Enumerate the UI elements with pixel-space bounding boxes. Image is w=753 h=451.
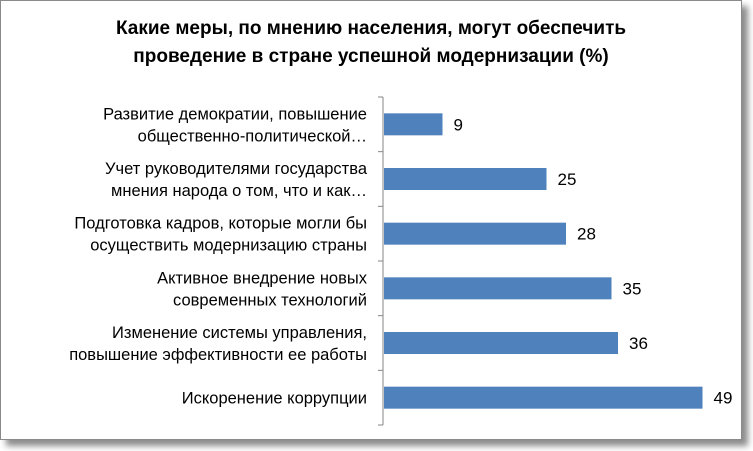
category-label-4-line-1: Активное внедрение новых bbox=[157, 269, 368, 287]
category-label-1-line-2: общественно-политической… bbox=[138, 127, 367, 145]
bar-chart-plot: 9 Развитие демократии, повышение обществен… bbox=[69, 96, 733, 426]
category-label-2-line-1: Учет руководителями государства bbox=[105, 160, 368, 178]
chart-title: Какие меры, по мнению населения, могут о… bbox=[1, 15, 741, 71]
chart-title-line-2: проведение в стране успешной модернизаци… bbox=[133, 46, 609, 67]
bar-5 bbox=[384, 332, 618, 354]
bar-4 bbox=[384, 277, 612, 300]
value-label-2: 25 bbox=[558, 170, 577, 189]
category-label-3-line-1: Подготовка кадров, которые могли бы bbox=[74, 215, 367, 233]
chart-title-line-1: Какие меры, по мнению населения, могут о… bbox=[115, 18, 627, 39]
value-label-5: 36 bbox=[629, 334, 648, 353]
chart-frame: Какие меры, по мнению населения, могут о… bbox=[0, 0, 742, 440]
category-label-6-line-1: Искоренение коррупции bbox=[182, 390, 367, 408]
category-label-4-line-2: современных технологий bbox=[173, 291, 367, 309]
bar-2 bbox=[384, 168, 547, 190]
category-label-3-line-2: осуществить модернизацию страны bbox=[90, 237, 367, 255]
category-label-2-line-2: мнения народа о том, что и как… bbox=[111, 182, 367, 200]
category-label-5-line-1: Изменение системы управления, bbox=[112, 324, 367, 342]
value-label-6: 49 bbox=[714, 389, 733, 408]
value-label-1: 9 bbox=[454, 115, 463, 134]
bar-1 bbox=[384, 113, 443, 136]
bar-3 bbox=[384, 222, 566, 245]
category-label-5-line-2: повышение эффективности ее работы bbox=[69, 346, 367, 364]
value-label-3: 28 bbox=[577, 225, 596, 244]
bar-6 bbox=[384, 386, 703, 409]
value-label-4: 35 bbox=[623, 279, 642, 298]
category-label-1-line-1: Развитие демократии, повышение bbox=[103, 105, 367, 123]
